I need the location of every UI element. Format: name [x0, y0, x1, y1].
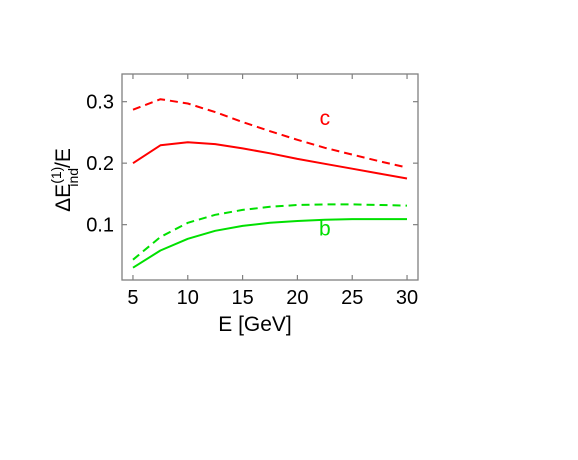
series-c-solid-line — [132, 141, 408, 180]
y-tick-label: 0.3 — [86, 92, 114, 114]
x-axis-ticks: 5 10 15 20 25 30 — [127, 74, 418, 309]
x-axis-label: E [GeV] — [218, 313, 292, 336]
series-b-solid-line — [132, 218, 407, 269]
series-c-dashed-line — [132, 98, 408, 169]
x-tick-label: 30 — [396, 287, 418, 309]
y-axis-ticks: 0.1 0.2 0.3 — [86, 92, 418, 237]
y-axis-label-base: ΔE — [52, 184, 75, 212]
series-b-dashed-line — [132, 203, 408, 261]
y-tick-label: 0.1 — [86, 215, 114, 237]
x-tick-label: 25 — [341, 287, 363, 309]
x-tick-label: 20 — [286, 287, 308, 309]
series-label-c: c — [320, 107, 331, 130]
x-tick-label: 15 — [231, 287, 253, 309]
y-axis-label-superscript: (1) — [48, 167, 64, 184]
x-tick-label: 5 — [127, 287, 138, 309]
plot-frame — [121, 73, 419, 281]
y-axis-label-subscript: ind — [65, 168, 81, 187]
x-tick-label: 10 — [177, 287, 199, 309]
y-tick-label: 0.2 — [86, 153, 114, 175]
y-axis-label: ΔE(1)ind/E — [48, 148, 81, 212]
y-axis-label-suffix: /E — [52, 148, 75, 168]
series-group — [132, 98, 408, 269]
series-annotations: cb — [319, 107, 331, 241]
series-label-b: b — [319, 218, 331, 241]
